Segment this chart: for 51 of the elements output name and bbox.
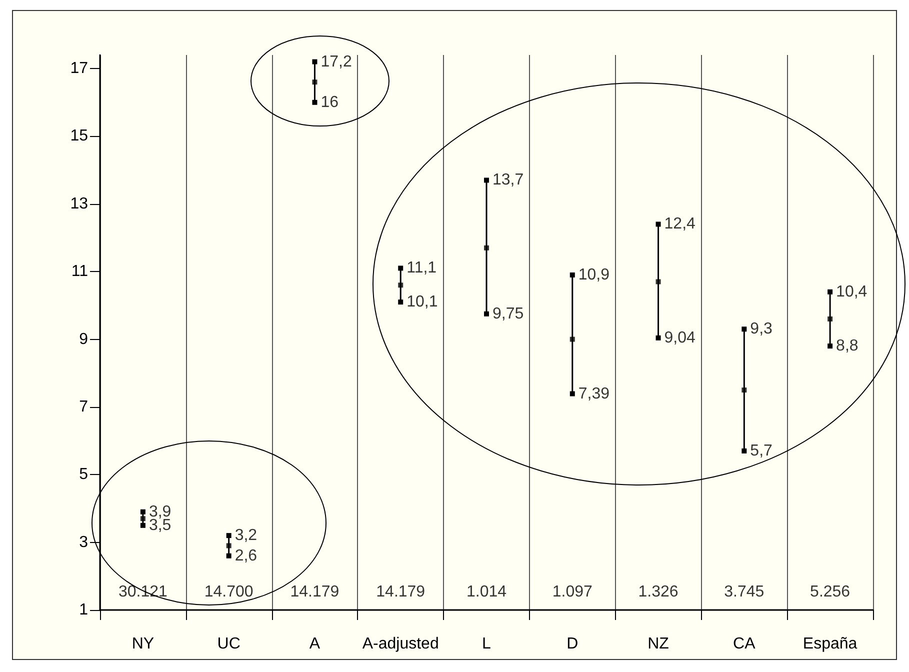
y-tick-label: 17	[70, 60, 88, 78]
y-tick-label: 1	[79, 602, 88, 618]
annotation: 3.745	[724, 584, 764, 600]
annotation: 8,8	[836, 338, 858, 355]
y-tick-label: 5	[79, 466, 88, 484]
annotation: 3,2	[234, 527, 258, 544]
annotation: 1.097	[552, 584, 593, 600]
annotation: 9,3	[750, 320, 773, 338]
x-tick-label: NY	[132, 636, 154, 652]
annotation: 2,6	[234, 547, 258, 564]
annotation: 5,7	[750, 442, 773, 460]
annotation: 14.700	[204, 584, 254, 600]
x-tick-label: A	[309, 636, 320, 652]
point	[570, 336, 575, 342]
annotation: 10,9	[578, 266, 610, 284]
annotation: 16	[320, 94, 339, 111]
annotation: 14.179	[376, 584, 426, 600]
y-tick-label: 11	[71, 263, 88, 280]
point	[398, 282, 404, 288]
x-tick-label: NZ	[648, 636, 670, 652]
x-tick-label: L	[482, 636, 492, 652]
x-tick-label: España	[802, 636, 858, 652]
x-tick-label: A-adjusted	[362, 636, 439, 652]
point	[656, 279, 661, 284]
y-tick-label: 9	[79, 330, 88, 348]
y-tick-label: 3	[79, 534, 88, 551]
annotation: 14.179	[290, 584, 340, 600]
annotation: 5.256	[810, 584, 850, 600]
point	[484, 245, 489, 250]
annotation: 9,75	[492, 305, 524, 322]
x-tick-label: D	[566, 636, 578, 652]
x-tick-label: CA	[733, 636, 756, 652]
annotation: 10,4	[836, 283, 868, 300]
annotation: 17,2	[320, 53, 352, 70]
annotation: 7,39	[578, 385, 610, 402]
y-tick-label: 13	[70, 195, 88, 212]
annotation: 12,4	[664, 216, 696, 233]
annotation: 11,1	[406, 260, 437, 277]
point	[140, 516, 146, 522]
y-tick-label: 7	[79, 398, 88, 416]
x-tick-label: UC	[217, 636, 240, 652]
annotation: 10,1	[406, 294, 438, 311]
y-tick-label: 15	[70, 128, 88, 145]
annotation: 1.326	[638, 584, 678, 600]
point	[828, 316, 833, 322]
annotation: 1.014	[466, 584, 507, 600]
point	[742, 388, 747, 393]
point	[226, 543, 232, 548]
point	[312, 80, 318, 85]
annotation: 9,04	[664, 329, 696, 346]
annotation: 13,7	[492, 172, 524, 189]
